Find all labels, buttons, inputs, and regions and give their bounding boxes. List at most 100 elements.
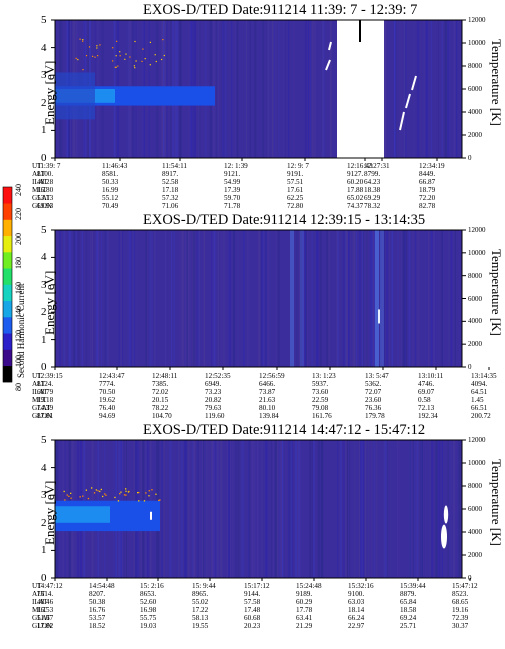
table-cell: 19.55 [192, 622, 209, 630]
texture-stripe [288, 20, 290, 158]
y-tick-label: 5 [41, 434, 47, 446]
texture-stripe [288, 440, 289, 578]
texture-stripe [445, 20, 447, 158]
speckle [116, 40, 118, 42]
speckle [138, 500, 140, 502]
table-cell: 8523. [452, 590, 469, 598]
texture-stripe [385, 440, 387, 578]
texture-stripe [248, 440, 250, 578]
texture-stripe [309, 440, 311, 578]
table-cell: 57.32 [162, 194, 179, 202]
texture-stripe [437, 440, 440, 578]
speckle [125, 494, 127, 496]
texture-stripe [435, 440, 438, 578]
table-cell: 73.23 [205, 388, 222, 396]
speckle [104, 493, 106, 495]
speckle [129, 56, 131, 58]
table-cell: 7385. [152, 380, 169, 388]
table-cell: 76.40 [99, 404, 116, 412]
texture-stripe [90, 230, 92, 367]
texture-stripe [397, 440, 399, 578]
texture-stripe [176, 440, 179, 578]
texture-stripe [354, 440, 356, 578]
texture-stripe [192, 230, 194, 367]
colorbar-swatch [3, 317, 12, 334]
speckle [124, 58, 126, 60]
table-cell: 65.02 [347, 194, 364, 202]
texture-stripe [169, 440, 172, 578]
texture-stripe [375, 440, 377, 578]
texture-stripe [296, 230, 299, 367]
texture-stripe [371, 230, 373, 367]
table-cell: 71.78 [224, 202, 241, 210]
texture-stripe [452, 440, 456, 578]
texture-stripe [203, 440, 205, 578]
texture-stripe [362, 440, 365, 578]
table-row-name: GLON [32, 202, 52, 210]
speckle [151, 489, 153, 491]
texture-stripe [202, 440, 204, 578]
speckle [141, 60, 143, 62]
texture-stripe [223, 230, 226, 367]
texture-stripe [441, 440, 443, 578]
y2-tick-label: 2000 [468, 340, 482, 349]
colorbar-swatch [3, 284, 12, 302]
texture-stripe [154, 230, 156, 367]
texture-stripe [196, 230, 198, 367]
texture-stripe [187, 440, 190, 578]
table-cell: 79.08 [312, 404, 329, 412]
texture-stripe [122, 230, 123, 367]
texture-stripe [213, 440, 215, 578]
table-cell: 66.51 [471, 404, 488, 412]
speckle [163, 54, 165, 57]
texture-stripe [430, 20, 433, 158]
texture-stripe [92, 230, 95, 367]
y-tick-label: 2 [41, 96, 47, 109]
texture-stripe [145, 230, 147, 367]
texture-stripe [452, 230, 454, 367]
table-cell: 73.60 [312, 388, 329, 396]
table-row-name: GLAT [32, 614, 51, 622]
texture-stripe [77, 230, 80, 367]
texture-stripe [289, 440, 291, 578]
texture-stripe [317, 440, 321, 578]
speckle [77, 59, 79, 61]
white-streak [405, 93, 411, 109]
table-cell: 13:10:11 [418, 372, 444, 380]
y2-tick-label: 4000 [468, 108, 482, 116]
table-cell: 87.81 [37, 412, 54, 420]
texture-stripe [404, 230, 406, 367]
texture-stripe [233, 230, 235, 367]
texture-stripe [241, 440, 244, 578]
texture-stripe [105, 230, 108, 367]
texture-stripe [260, 230, 262, 367]
speckle [117, 65, 119, 67]
texture-stripe [298, 440, 300, 578]
speckle [154, 54, 156, 56]
table-cell: 72.80 [287, 202, 304, 210]
texture-stripe [399, 20, 401, 158]
table-cell: 15: 2:16 [140, 582, 164, 590]
speckle [161, 58, 163, 61]
texture-stripe [184, 440, 186, 578]
speckle [93, 492, 96, 494]
table-cell: 11:54:11 [162, 162, 188, 170]
panel-title: EXOS-D/TED Date:911214 14:47:12 - 15:47:… [143, 422, 426, 438]
table-cell: 63.41 [296, 614, 313, 622]
texture-stripe [237, 440, 240, 578]
table-cell: 179.78 [365, 412, 385, 420]
table-cell: 23.60 [365, 396, 382, 404]
table-cell: 7614. [37, 590, 54, 598]
texture-stripe [165, 230, 166, 367]
texture-stripe [128, 230, 129, 367]
texture-stripe [254, 20, 257, 158]
texture-stripe [265, 230, 267, 367]
speckle [142, 48, 144, 50]
texture-stripe [356, 230, 357, 367]
table-cell: 14:47:12 [37, 582, 63, 590]
table-cell: 20.15 [152, 396, 169, 404]
vertical-enhancement [380, 230, 384, 367]
y2-tick-label: 12000 [468, 226, 486, 234]
speckle [85, 489, 87, 491]
